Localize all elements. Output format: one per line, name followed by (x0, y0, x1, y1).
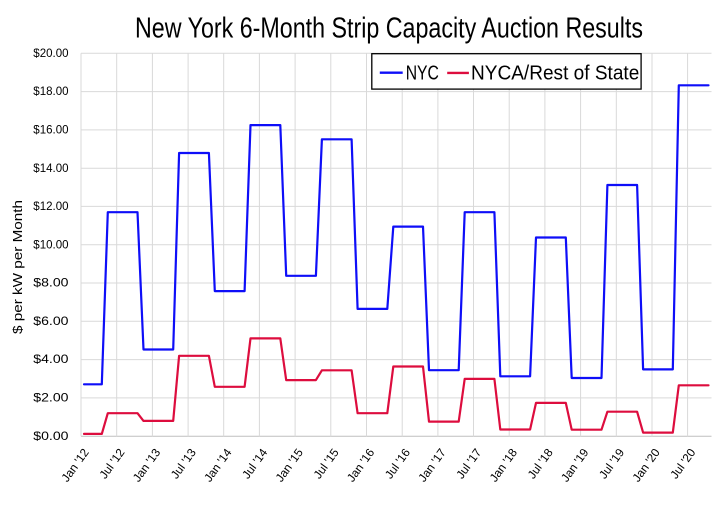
svg-text:$6.00: $6.00 (33, 314, 69, 328)
svg-text:$18.00: $18.00 (33, 84, 69, 98)
svg-text:$8.00: $8.00 (33, 276, 69, 290)
svg-text:NYCA/Rest of State: NYCA/Rest of State (471, 63, 639, 85)
svg-text:$4.00: $4.00 (33, 352, 69, 366)
svg-text:NYC: NYC (406, 63, 439, 85)
svg-text:New York 6-Month Strip Capacit: New York 6-Month Strip Capacity Auction … (135, 13, 643, 45)
svg-text:$16.00: $16.00 (33, 123, 69, 137)
svg-text:$10.00: $10.00 (33, 237, 69, 251)
svg-text:$12.00: $12.00 (33, 199, 69, 213)
svg-text:$14.00: $14.00 (33, 161, 69, 175)
svg-text:$ per kW per Month: $ per kW per Month (10, 200, 25, 334)
svg-text:$20.00: $20.00 (33, 46, 69, 60)
svg-text:$0.00: $0.00 (33, 429, 69, 443)
svg-text:$2.00: $2.00 (33, 391, 69, 405)
